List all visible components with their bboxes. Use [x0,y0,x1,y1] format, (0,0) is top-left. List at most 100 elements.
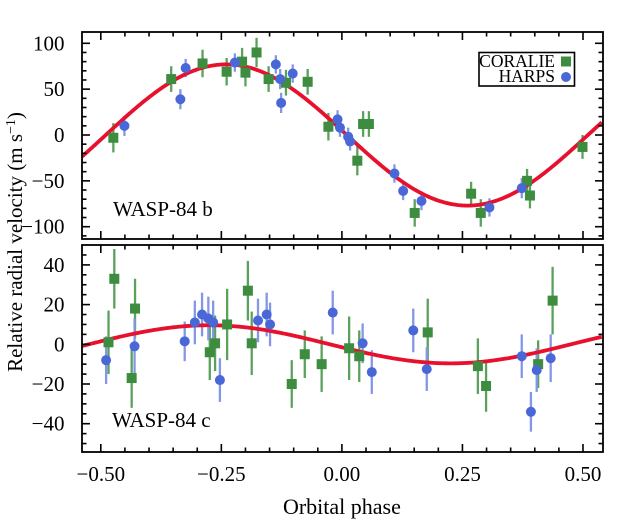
y-tick-label: 0 [54,332,65,356]
y-tick-label: 50 [44,77,65,101]
y-tick-label: 20 [44,293,65,317]
harps-point [275,74,286,85]
panel-wasp-84-b: 100 50 0 −50 −100 WASP-84 b [21,31,604,240]
harps-point [101,355,112,366]
harps-point [516,351,527,362]
coralie-point [251,47,262,58]
x-tick-label: 0.25 [444,462,481,486]
legend-label-harps: HARPS [499,66,555,86]
harps-point [357,338,368,349]
harps-point [175,94,186,105]
harps-point [398,185,409,196]
harps-point [252,315,263,326]
panel-label: WASP-84 c [112,408,211,432]
harps-point [327,307,338,318]
coralie-point [197,58,208,69]
coralie-point [237,56,248,67]
y-tick-label: −100 [21,215,64,239]
coralie-point [126,373,137,384]
harps-point [389,168,400,179]
model-curve [82,323,603,366]
coralie-point [242,285,253,296]
coralie-point [524,190,535,201]
harps-point [421,364,432,375]
harps-point [189,317,200,328]
coralie-point [286,379,297,389]
harps-point [408,325,419,336]
coralie-point [280,77,291,88]
coralie-point [130,303,141,314]
coralie-point [103,337,114,348]
y-tick-label: 0 [54,123,65,147]
coralie-point [109,273,120,284]
harps-point [265,319,276,330]
harps-point [208,317,219,328]
coralie-point [204,347,215,358]
coralie-point [263,74,274,85]
y-tick-label: 40 [44,253,65,277]
x-tick-label: −0.50 [77,462,126,486]
harps-point [545,353,556,364]
coralie-point [352,155,363,166]
harps-point [345,136,356,147]
y-tick-label: −50 [32,169,65,193]
coralie-point [409,207,420,218]
coralie-point [466,188,477,199]
legend-box [478,51,576,87]
coralie-point [323,121,334,132]
harps-point [516,183,527,194]
x-tick-label: 0.00 [324,462,361,486]
legend-circle-marker-icon [561,72,571,82]
legend-square-marker-icon [561,56,571,67]
y-tick-label: −20 [32,372,65,396]
harps-point [180,63,191,74]
coralie-point [475,207,486,218]
harps-point [416,196,427,207]
panel-label: WASP-84 b [113,197,213,221]
harps-point [229,57,240,68]
harps-point [332,114,343,125]
harps-point [261,309,272,320]
coralie-point [221,66,232,77]
y-tick-label: 100 [33,31,65,55]
harps-point [179,336,190,347]
coralie-point [344,343,355,354]
harps-point [334,122,345,133]
x-axis-title: Orbital phase [283,494,401,519]
harps-point [366,367,377,378]
coralie-point [316,359,327,370]
x-axis-labels: −0.50 −0.25 0.00 0.25 0.50 Orbital phase [77,462,602,519]
coralie-point [547,295,558,306]
panel-wasp-84-c: 40 20 0 −20 −40 WASP-84 c [32,244,604,453]
coralie-point [533,359,544,370]
harps-point [484,202,495,213]
coralie-point [299,349,310,360]
coralie-point [577,141,588,152]
coralie-point [246,338,257,349]
x-tick-label: −0.25 [197,462,246,486]
harps-point [129,341,140,352]
harps-point [276,97,287,108]
legend-label-coralie: CORALIE [479,51,555,71]
harps-point [119,120,130,131]
coralie-point [358,118,369,129]
x-tick-label: 0.50 [565,462,602,486]
harps-point [214,375,225,386]
coralie-point [354,351,365,362]
coralie-point [210,338,221,349]
y-axis-title: Relative radial velocity (m s−1) [3,112,27,372]
harps-point [287,68,298,79]
coralie-point [108,132,119,143]
harps-point [531,365,542,376]
coralie-point [240,67,251,78]
coralie-point [166,74,177,85]
coralie-point [481,380,492,391]
coralie-point [522,175,533,186]
coralie-point [363,118,374,129]
coralie-point [472,361,483,372]
coralie-point [222,319,233,330]
coralie-point [302,76,313,87]
